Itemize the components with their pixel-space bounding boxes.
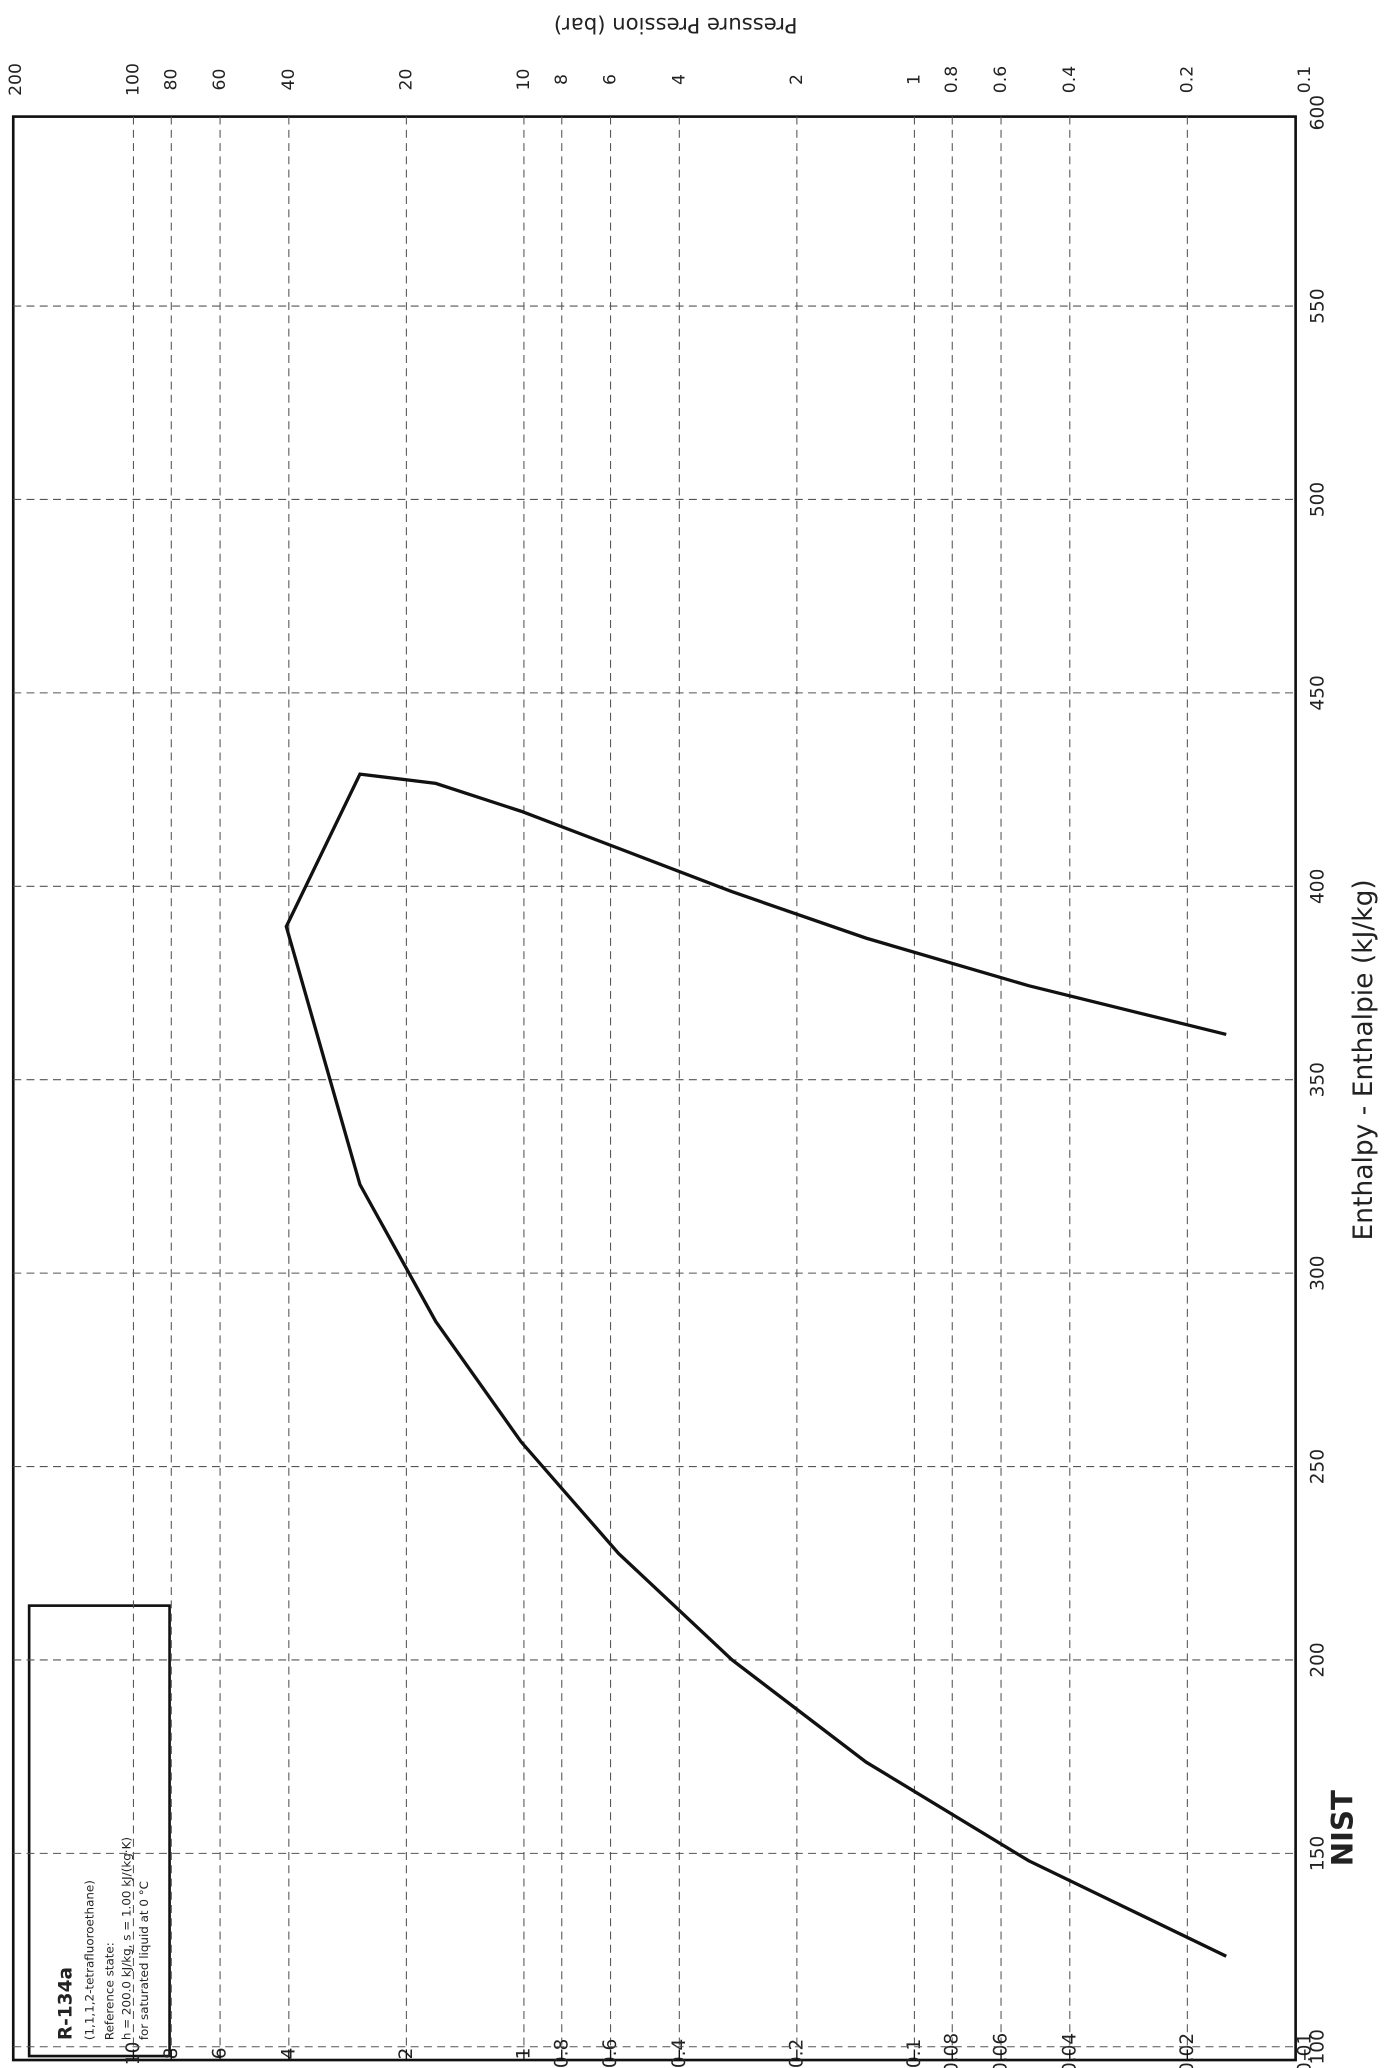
x-tick-label: 400	[1308, 869, 1329, 904]
info-subtitle: (1,1,1,2-tetrafluoroethane)	[83, 1880, 97, 2040]
y-tick-label: 20	[396, 69, 416, 91]
x-tick-label: 300	[1308, 1255, 1329, 1290]
y-tick-label: 60	[210, 69, 230, 91]
x-tick-label: 350	[1308, 1062, 1329, 1097]
x-axis-title: Enthalpy - Enthalpie (kJ/kg)	[1348, 879, 1379, 1240]
x-tick-label: 200	[1308, 1642, 1329, 1677]
y-tick-label: 6	[601, 74, 621, 85]
info-note: Reference state:	[102, 1942, 116, 2040]
info-title: R-134a	[56, 1967, 77, 2040]
y-tick-label: 0.4	[1060, 66, 1080, 93]
chart: Pressure Pression (bar) Enthalpy - Entha…	[0, 0, 1391, 2068]
info-note: h = 200.0 kJ/kg, s = 1.00 kJ/(kg·K)	[120, 1837, 134, 2040]
y-tick-label: 0.1	[1295, 66, 1315, 93]
x-tick-label: 250	[1308, 1449, 1329, 1484]
y-tick-label: 100	[123, 63, 143, 96]
plot-frame	[13, 117, 1295, 2060]
y-tick-label: 0.8	[942, 66, 962, 93]
x-tick-label: 450	[1308, 675, 1329, 710]
x-tick-label: 150	[1308, 1836, 1329, 1871]
brand-logo: NIST	[1326, 1790, 1360, 1866]
y-tick-label: 4	[669, 74, 689, 85]
y-tick-label: 8	[552, 74, 572, 85]
y-tick-label: 2	[787, 74, 807, 85]
x-tick-label: 600	[1308, 95, 1329, 130]
x-tick-label: 550	[1308, 288, 1329, 323]
y-tick-label: 200	[6, 63, 26, 96]
y-tick-label: 0.2	[1177, 66, 1197, 93]
y-tick-label: 80	[161, 69, 181, 91]
x-tick-label: 500	[1308, 482, 1329, 517]
y-tick-label: 0.6	[991, 66, 1011, 93]
y-tick-label: 1	[904, 74, 924, 85]
y-tick-label: 40	[279, 69, 299, 91]
info-note: for saturated liquid at 0 °C	[137, 1881, 151, 2040]
y-axis-title: Pressure Pression (bar)	[554, 13, 798, 38]
y-tick-label: 10	[514, 69, 534, 91]
saturation-curve	[286, 774, 1226, 1956]
x-tick-label: 100	[1308, 2029, 1329, 2064]
